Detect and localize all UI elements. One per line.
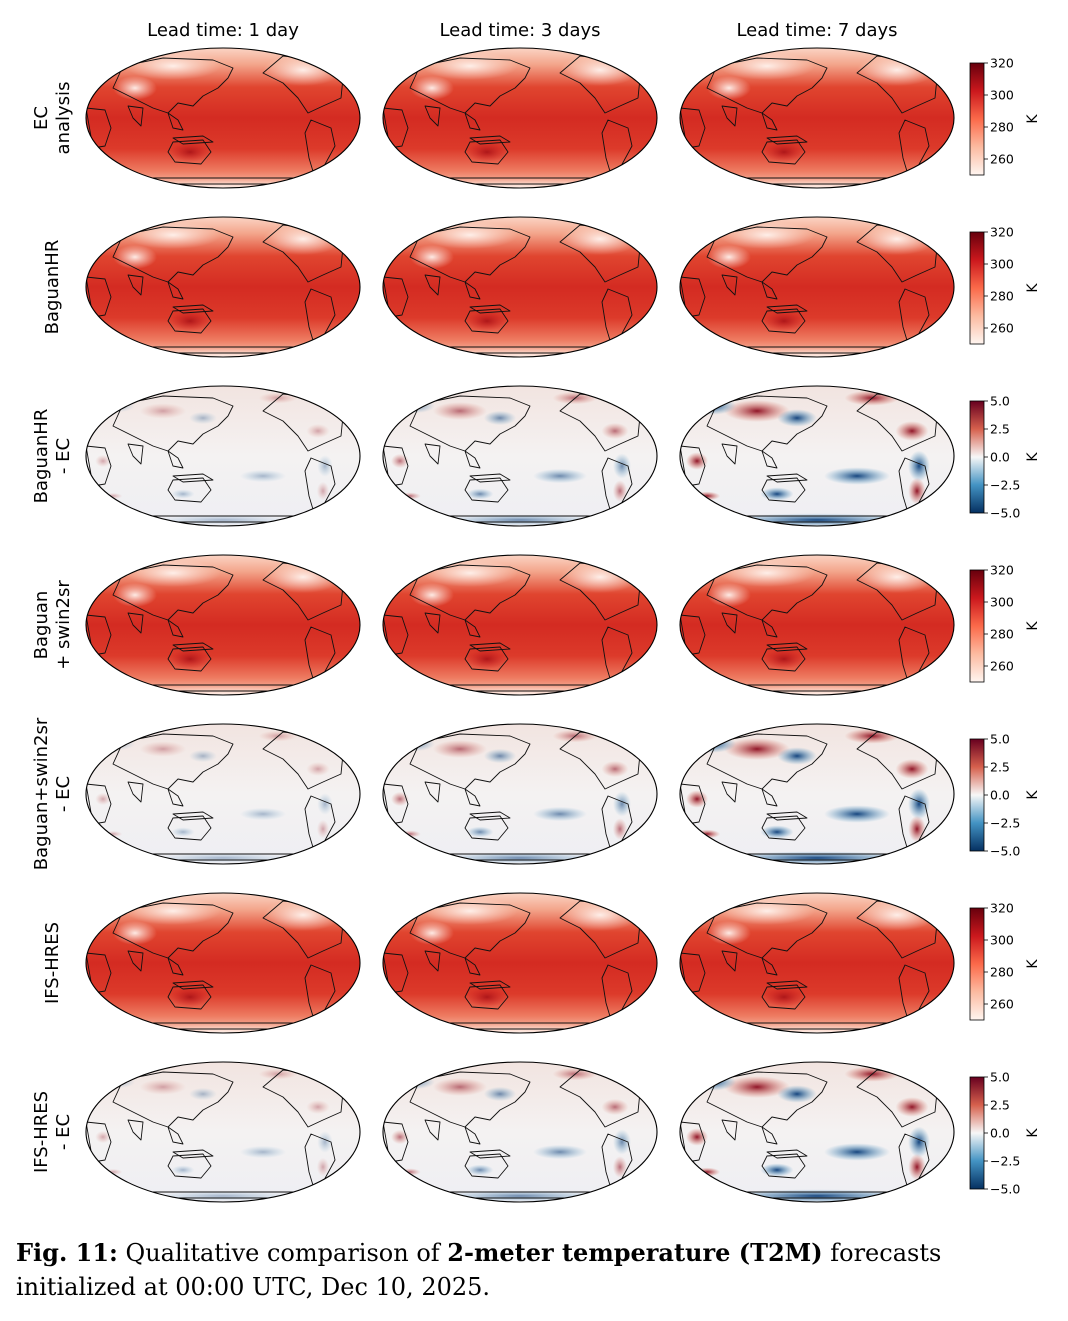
colorbar-tick-label: 2.5	[990, 760, 1010, 775]
colorbar-tick-label: 260	[990, 659, 1014, 674]
caption-bold-text: 2-meter temperature (T2M)	[447, 1238, 823, 1267]
figure-grid: Lead time: 1 day Lead time: 3 days Lead ti…	[31, 20, 1041, 1203]
colorbar: 320 300 280 260 K	[969, 225, 1041, 345]
map-panel	[85, 216, 361, 358]
colorbar-tick-label: 0.0	[990, 788, 1010, 803]
colorbar-tick-label: 260	[990, 321, 1014, 336]
map-panel	[679, 892, 955, 1034]
map-panel	[382, 892, 658, 1034]
map-panel	[85, 47, 361, 189]
row-label: IFS-HRES	[42, 922, 63, 1004]
map-panel	[382, 554, 658, 696]
map-panel	[679, 554, 955, 696]
row-label-line: Baguan	[31, 591, 52, 660]
map-panel	[382, 216, 658, 358]
row-label-line: - EC	[53, 776, 74, 812]
map-panel	[679, 1061, 955, 1203]
colorbar-tick-label: −2.5	[990, 478, 1020, 493]
row-label: IFS-HRES - EC	[31, 1091, 74, 1173]
column-title: Lead time: 3 days	[439, 20, 600, 41]
map-panel	[85, 554, 361, 696]
column-titles: Lead time: 1 day Lead time: 3 days Lead ti…	[147, 20, 897, 41]
row-label-line: IFS-HRES	[42, 922, 63, 1004]
colorbar-tick-label: 320	[990, 563, 1014, 578]
colorbars: 320 300 280 260 K 320 300 280 260 K 5.0 2.5 0.0 −2.5 −…	[969, 56, 1041, 1197]
colorbar-tick-label: 320	[990, 901, 1014, 916]
map-panel	[85, 385, 361, 527]
map-panel	[679, 385, 955, 527]
map-panel	[382, 385, 658, 527]
caption-text-1: Qualitative comparison of	[117, 1239, 448, 1267]
colorbar: 320 300 280 260 K	[969, 56, 1041, 176]
row-label-line: - EC	[53, 1114, 74, 1150]
row-label: EC analysis	[31, 82, 74, 155]
row-label-line: BaguanHR	[31, 409, 52, 504]
colorbar: 5.0 2.5 0.0 −2.5 −5.0 K	[969, 394, 1041, 521]
row-label: BaguanHR - EC	[31, 409, 74, 504]
colorbar-tick-label: 0.0	[990, 1126, 1010, 1141]
colorbar-tick-label: 0.0	[990, 450, 1010, 465]
row-label-line: + swin2sr	[53, 580, 74, 670]
row-label: BaguanHR	[42, 240, 63, 335]
column-title: Lead time: 7 days	[736, 20, 897, 41]
caption-text-2: forecasts initialized at 00:00 UTC, Dec …	[16, 1239, 942, 1301]
colorbar-tick-label: −5.0	[990, 1182, 1020, 1197]
colorbar-tick-label: −2.5	[990, 1154, 1020, 1169]
row-label-line: - EC	[53, 438, 74, 474]
colorbar: 5.0 2.5 0.0 −2.5 −5.0 K	[969, 1070, 1041, 1197]
colorbar-tick-label: 5.0	[990, 1070, 1010, 1085]
colorbar-tick-label: 2.5	[990, 1098, 1010, 1113]
colorbar-tick-label: 300	[990, 88, 1014, 103]
map-panel	[679, 723, 955, 865]
colorbar-tick-label: 280	[990, 965, 1014, 980]
colorbar: 320 300 280 260 K	[969, 901, 1041, 1021]
map-panel	[679, 47, 955, 189]
colorbar: 5.0 2.5 0.0 −2.5 −5.0 K	[969, 732, 1041, 859]
row-label-line: IFS-HRES	[31, 1091, 52, 1173]
row-label-line: analysis	[53, 82, 74, 155]
colorbar-tick-label: 300	[990, 933, 1014, 948]
row-label-line: BaguanHR	[42, 240, 63, 335]
map-panel	[85, 1061, 361, 1203]
colorbar-tick-label: 280	[990, 627, 1014, 642]
caption-label: Fig. 11:	[16, 1238, 118, 1267]
colorbar-tick-label: −5.0	[990, 844, 1020, 859]
row-label: Baguan+swin2sr - EC	[31, 717, 74, 870]
colorbar-tick-label: 280	[990, 120, 1014, 135]
row-label-line: Baguan+swin2sr	[31, 717, 52, 870]
colorbar: 320 300 280 260 K	[969, 563, 1041, 683]
colorbar-tick-label: 5.0	[990, 732, 1010, 747]
colorbar-unit-label: K	[1025, 959, 1041, 969]
colorbar-unit-label: K	[1025, 621, 1041, 631]
row-label: Baguan + swin2sr	[31, 580, 74, 670]
column-title: Lead time: 1 day	[147, 20, 299, 41]
colorbar-tick-label: −2.5	[990, 816, 1020, 831]
colorbar-tick-label: 260	[990, 152, 1014, 167]
colorbar-tick-label: 300	[990, 595, 1014, 610]
colorbar-unit-label: K	[1025, 283, 1041, 293]
map-panel	[382, 723, 658, 865]
colorbar-tick-label: 320	[990, 56, 1014, 71]
map-panels	[85, 47, 955, 1203]
colorbar-unit-label: K	[1025, 452, 1041, 462]
colorbar-tick-label: 260	[990, 997, 1014, 1012]
colorbar-unit-label: K	[1025, 1128, 1041, 1138]
colorbar-tick-label: 5.0	[990, 394, 1010, 409]
colorbar-tick-label: 280	[990, 289, 1014, 304]
map-panel	[85, 723, 361, 865]
colorbar-tick-label: 300	[990, 257, 1014, 272]
colorbar-tick-label: 2.5	[990, 422, 1010, 437]
map-panel	[382, 47, 658, 189]
map-panel	[85, 892, 361, 1034]
row-label-line: EC	[31, 106, 52, 130]
map-panel	[382, 1061, 658, 1203]
colorbar-tick-label: 320	[990, 225, 1014, 240]
colorbar-unit-label: K	[1025, 790, 1041, 800]
map-panel	[679, 216, 955, 358]
figure-caption: Fig. 11: Qualitative comparison of 2-met…	[16, 1236, 1056, 1304]
colorbar-unit-label: K	[1025, 114, 1041, 124]
colorbar-tick-label: −5.0	[990, 506, 1020, 521]
